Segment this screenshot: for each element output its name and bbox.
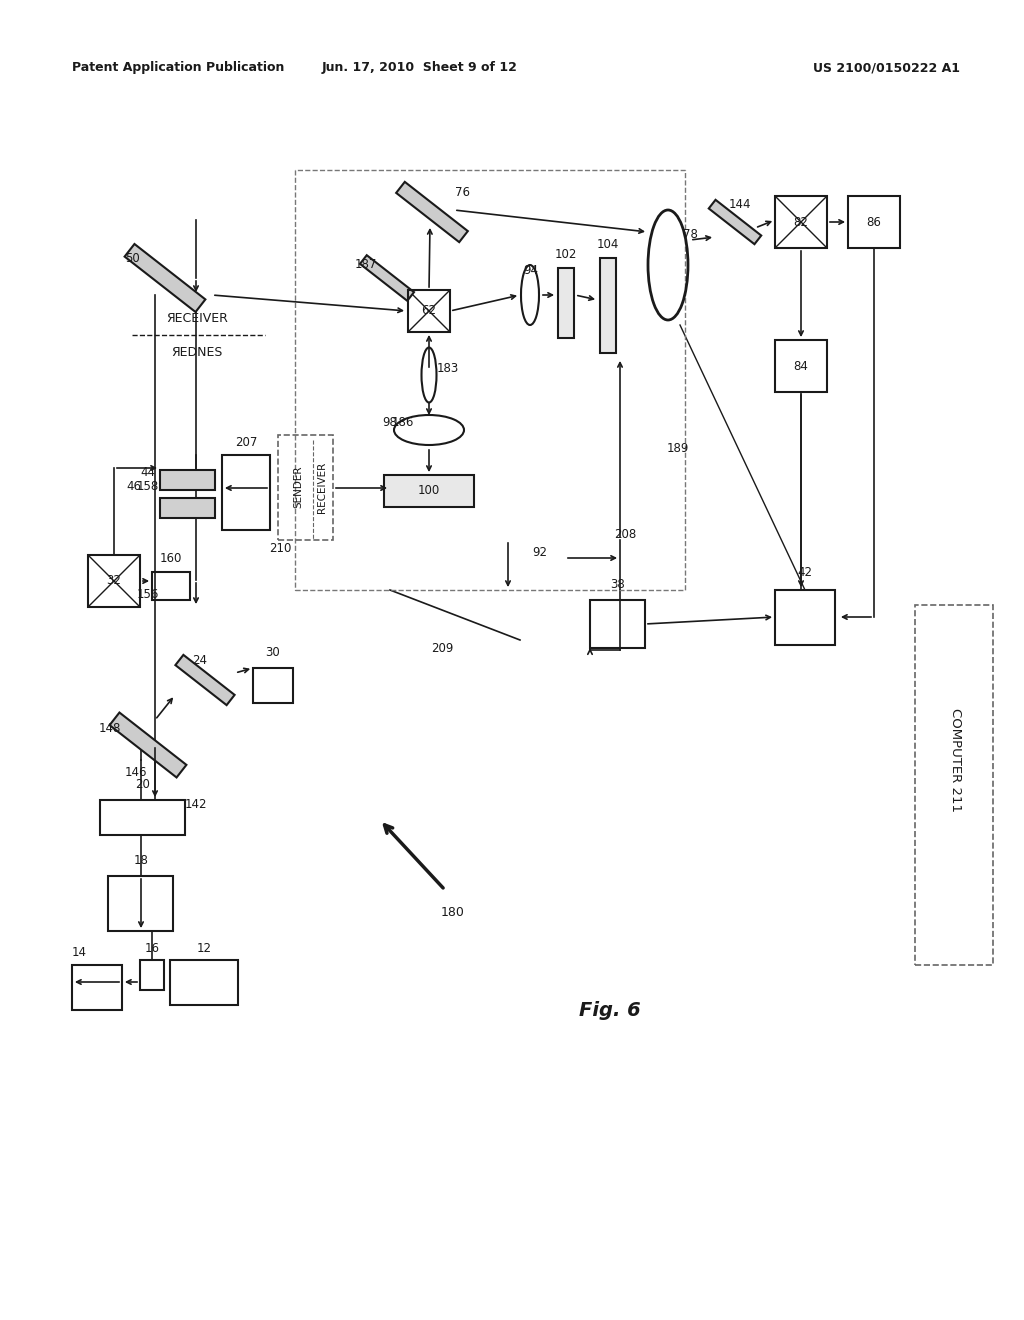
Text: 186: 186 <box>392 417 414 429</box>
Text: 104: 104 <box>597 239 620 252</box>
Text: 12: 12 <box>197 941 212 954</box>
Text: US 2100/0150222 A1: US 2100/0150222 A1 <box>813 62 961 74</box>
Text: Jun. 17, 2010  Sheet 9 of 12: Jun. 17, 2010 Sheet 9 of 12 <box>323 62 518 74</box>
Text: 207: 207 <box>234 437 257 450</box>
Bar <box>295 170 685 590</box>
Text: 42: 42 <box>798 566 812 579</box>
Text: 14: 14 <box>72 945 87 958</box>
Text: COMPUTER 211: COMPUTER 211 <box>948 708 962 812</box>
Text: 44: 44 <box>140 466 156 479</box>
Bar <box>72 965 122 1010</box>
Bar <box>590 601 645 648</box>
Text: 146: 146 <box>125 766 147 779</box>
Polygon shape <box>125 244 206 312</box>
Text: 189: 189 <box>667 441 689 454</box>
Text: 76: 76 <box>455 186 469 198</box>
Text: ЯECEIVER: ЯECEIVER <box>166 312 228 325</box>
Text: Patent Application Publication: Patent Application Publication <box>72 62 285 74</box>
Bar <box>848 195 900 248</box>
Polygon shape <box>175 655 234 705</box>
Bar <box>160 498 215 517</box>
Text: 78: 78 <box>683 228 697 242</box>
Polygon shape <box>709 199 761 244</box>
Text: 208: 208 <box>613 528 636 541</box>
Text: 24: 24 <box>193 653 208 667</box>
Text: 160: 160 <box>160 552 182 565</box>
Text: 20: 20 <box>135 779 151 792</box>
Text: 100: 100 <box>418 484 440 498</box>
Bar <box>915 605 993 965</box>
Text: 32: 32 <box>106 574 122 587</box>
Bar <box>160 470 215 490</box>
Text: 16: 16 <box>144 941 160 954</box>
Bar <box>408 290 450 333</box>
Bar <box>222 455 270 531</box>
Text: 102: 102 <box>555 248 578 261</box>
Text: 180: 180 <box>441 906 465 919</box>
Text: 92: 92 <box>532 545 548 558</box>
Text: 148: 148 <box>98 722 121 734</box>
Text: 183: 183 <box>437 362 459 375</box>
Text: 209: 209 <box>431 642 454 655</box>
Bar <box>775 590 835 645</box>
Text: 187: 187 <box>354 259 377 272</box>
Text: 86: 86 <box>866 215 882 228</box>
Bar <box>278 436 333 540</box>
Text: 38: 38 <box>610 578 626 591</box>
Bar <box>384 475 474 507</box>
Bar <box>108 876 173 931</box>
Text: 46: 46 <box>127 479 141 492</box>
Text: 210: 210 <box>269 541 291 554</box>
Text: 62: 62 <box>422 305 436 318</box>
Polygon shape <box>110 713 186 777</box>
Bar <box>600 257 616 352</box>
Bar <box>170 960 238 1005</box>
Text: 82: 82 <box>794 215 808 228</box>
Text: 144: 144 <box>729 198 752 211</box>
Text: SENDER: SENDER <box>293 466 303 508</box>
Text: 94: 94 <box>523 264 539 276</box>
Bar <box>775 195 827 248</box>
Polygon shape <box>360 255 414 301</box>
Text: ЯEDNES: ЯEDNES <box>171 346 222 359</box>
Bar <box>558 268 574 338</box>
Bar <box>253 668 293 704</box>
Text: 50: 50 <box>125 252 139 264</box>
Text: 142: 142 <box>184 797 207 810</box>
Text: 156: 156 <box>137 587 159 601</box>
Text: 98: 98 <box>383 417 397 429</box>
Text: 18: 18 <box>133 854 148 866</box>
Bar <box>152 572 190 601</box>
Bar <box>775 341 827 392</box>
Polygon shape <box>396 182 468 242</box>
Text: 30: 30 <box>265 647 281 660</box>
Text: RECEIVER: RECEIVER <box>317 462 327 512</box>
Text: Fig. 6: Fig. 6 <box>580 1001 641 1019</box>
Bar <box>100 800 185 836</box>
Text: 158: 158 <box>137 479 159 492</box>
Bar <box>88 554 140 607</box>
Bar <box>140 960 164 990</box>
Text: 84: 84 <box>794 359 808 372</box>
